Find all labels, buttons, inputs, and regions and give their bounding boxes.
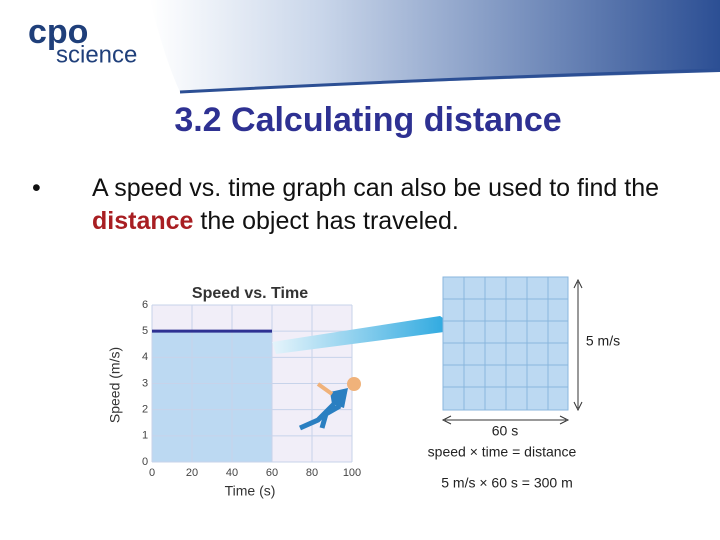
area-fill xyxy=(152,331,272,462)
y-tick-label: 3 xyxy=(142,377,148,389)
text-run: the object has traveled. xyxy=(193,207,459,235)
banner-edge xyxy=(179,68,720,94)
area-diagram: 5 m/s 60 s speed × time = distance 5 m/s… xyxy=(428,276,620,491)
formula: speed × time = distance xyxy=(428,444,577,460)
big-arrow xyxy=(272,316,452,354)
logo-bottom: science xyxy=(56,41,137,68)
y-tick-label: 2 xyxy=(142,404,148,416)
height-label: 5 m/s xyxy=(586,333,620,349)
x-tick-label: 100 xyxy=(343,467,361,479)
text-run: A speed vs. time graph can also be used … xyxy=(92,174,660,202)
x-tick-label: 60 xyxy=(266,467,278,479)
bullet-text: A speed vs. time graph can also be used … xyxy=(92,172,692,238)
runner xyxy=(298,377,361,431)
slide-title: 3.2 Calculating distance xyxy=(174,101,561,139)
chart-title: Speed vs. Time xyxy=(192,285,308,302)
y-axis-label: Speed (m/s) xyxy=(107,347,123,423)
bullet-marker: • xyxy=(32,174,41,202)
y-tick-label: 6 xyxy=(142,299,148,311)
calculation: 5 m/s × 60 s = 300 m xyxy=(441,475,573,491)
chart: 0 20 40 60 80 100 0 1 2 3 4 5 6 Speed vs. Time Time (s… xyxy=(107,285,361,498)
width-label: 60 s xyxy=(492,423,518,439)
x-axis-label: Time (s) xyxy=(225,483,276,499)
highlight: distance xyxy=(92,207,194,235)
x-tick-label: 0 xyxy=(149,467,155,479)
x-tick-label: 20 xyxy=(186,467,198,479)
y-tick-label: 1 xyxy=(142,430,148,442)
y-tick-label: 4 xyxy=(142,351,148,363)
logo-top: cpo xyxy=(28,13,88,51)
x-tick-label: 40 xyxy=(226,467,238,479)
x-tick-label: 80 xyxy=(306,467,318,479)
y-tick-label: 0 xyxy=(142,456,148,468)
y-tick-label: 5 xyxy=(142,325,148,337)
header-banner xyxy=(150,0,720,92)
